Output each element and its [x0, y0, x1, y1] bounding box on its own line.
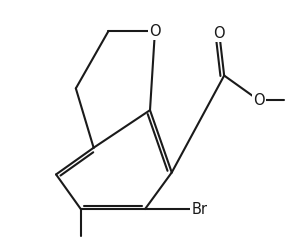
Text: Br: Br	[191, 201, 207, 217]
Text: O: O	[253, 93, 265, 108]
Text: O: O	[213, 26, 225, 41]
Text: O: O	[149, 24, 161, 39]
